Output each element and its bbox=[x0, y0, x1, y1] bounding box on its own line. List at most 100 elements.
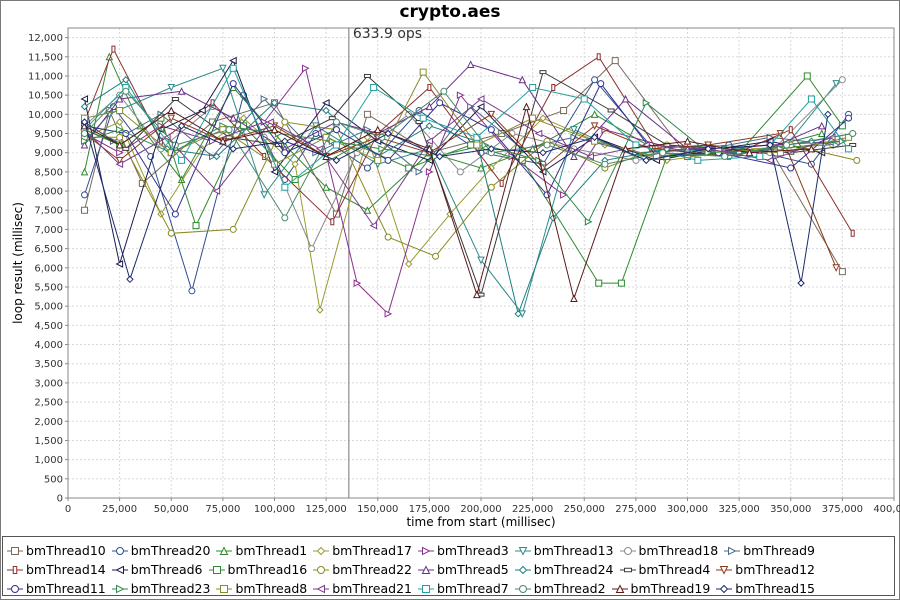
data-point bbox=[270, 99, 279, 107]
data-point bbox=[596, 53, 601, 61]
data-point bbox=[322, 183, 330, 191]
data-point bbox=[328, 116, 336, 121]
data-point bbox=[487, 183, 495, 191]
data-point bbox=[590, 110, 599, 118]
data-point bbox=[560, 106, 568, 114]
y-tick-label: 3,000 bbox=[34, 378, 63, 389]
legend-label: bmThread7 bbox=[436, 581, 509, 596]
data-point bbox=[425, 137, 433, 145]
data-point bbox=[832, 80, 840, 88]
x-tick-label: 325,000 bbox=[718, 504, 759, 515]
data-point bbox=[167, 229, 175, 237]
data-point bbox=[115, 160, 124, 169]
data-point bbox=[788, 126, 793, 134]
data-point bbox=[436, 99, 444, 107]
data-point bbox=[817, 121, 826, 130]
legend-label: bmThread19 bbox=[630, 581, 711, 596]
legend-item: bmThread8 bbox=[216, 579, 307, 598]
data-point bbox=[115, 140, 124, 149]
data-point bbox=[308, 245, 316, 253]
legend-swatch-icon bbox=[7, 584, 23, 593]
data-point bbox=[570, 152, 578, 161]
x-tick-label: 375,000 bbox=[822, 504, 863, 515]
data-point bbox=[607, 108, 615, 113]
legend-item: bmThread14 bbox=[7, 560, 106, 579]
data-point bbox=[845, 145, 853, 153]
data-point bbox=[316, 306, 324, 314]
legend-item: bmThread23 bbox=[111, 579, 210, 598]
x-tick-label: 50,000 bbox=[154, 504, 189, 515]
data-point bbox=[229, 64, 237, 72]
data-point bbox=[270, 168, 278, 176]
y-tick-label: 9,500 bbox=[34, 129, 63, 140]
data-point bbox=[281, 214, 289, 222]
data-point bbox=[363, 206, 372, 214]
data-point bbox=[225, 126, 233, 134]
data-point bbox=[456, 91, 465, 99]
legend-item: bmThread18 bbox=[619, 541, 718, 560]
data-point bbox=[384, 156, 392, 164]
data-point bbox=[543, 141, 551, 149]
legend-item: bmThread17 bbox=[313, 541, 412, 560]
legend-label: bmThread12 bbox=[735, 562, 816, 577]
data-point bbox=[817, 129, 826, 138]
data-point bbox=[787, 164, 795, 172]
data-point bbox=[432, 252, 440, 260]
data-point bbox=[487, 145, 496, 153]
legend-label: bmThread4 bbox=[638, 562, 711, 577]
data-point bbox=[405, 260, 413, 268]
x-tick-label: 100,000 bbox=[254, 504, 295, 515]
data-point bbox=[807, 95, 815, 103]
data-point bbox=[659, 149, 667, 157]
legend-swatch-icon bbox=[111, 584, 128, 593]
data-point bbox=[419, 68, 427, 76]
data-point bbox=[850, 229, 855, 237]
data-point bbox=[80, 102, 89, 111]
data-point bbox=[621, 94, 630, 103]
data-point bbox=[363, 73, 371, 78]
data-point bbox=[188, 287, 196, 295]
legend-item: bmThread6 bbox=[111, 560, 203, 579]
legend-swatch-icon bbox=[313, 584, 330, 593]
data-point bbox=[425, 122, 434, 130]
data-point bbox=[632, 156, 640, 164]
data-point bbox=[476, 102, 485, 111]
legend-label: bmThread24 bbox=[533, 562, 614, 577]
data-point bbox=[476, 95, 485, 103]
y-tick-label: 6,000 bbox=[34, 263, 63, 274]
data-point bbox=[425, 168, 434, 176]
x-tick-label: 300,000 bbox=[667, 504, 708, 515]
data-point bbox=[219, 64, 227, 73]
data-point bbox=[466, 60, 475, 68]
y-tick-label: 6,500 bbox=[34, 244, 63, 255]
legend-label: bmThread21 bbox=[332, 581, 412, 596]
data-point bbox=[849, 143, 857, 148]
data-point bbox=[570, 294, 578, 302]
legend-label: bmThread2 bbox=[533, 581, 606, 596]
data-point bbox=[590, 133, 599, 142]
data-point bbox=[369, 221, 378, 230]
data-point bbox=[384, 233, 392, 241]
x-tick-label: 75,000 bbox=[205, 504, 240, 515]
data-point bbox=[229, 145, 237, 153]
x-tick-label: 150,000 bbox=[357, 504, 398, 515]
data-point bbox=[378, 145, 386, 153]
x-tick-label: 350,000 bbox=[770, 504, 811, 515]
data-point bbox=[797, 279, 805, 287]
data-point bbox=[853, 156, 861, 164]
data-point bbox=[81, 191, 89, 199]
legend-swatch-icon bbox=[611, 583, 628, 593]
y-tick-label: 5,500 bbox=[34, 282, 63, 293]
data-point bbox=[281, 149, 289, 157]
data-point bbox=[508, 130, 516, 138]
data-point bbox=[419, 114, 427, 122]
legend-swatch-icon bbox=[111, 565, 128, 574]
y-tick-label: 5,000 bbox=[34, 302, 63, 313]
data-point bbox=[617, 279, 625, 287]
data-point bbox=[363, 110, 371, 118]
legend-label: bmThread1 bbox=[235, 543, 308, 558]
y-tick-label: 1,000 bbox=[34, 455, 63, 466]
x-tick-label: 225,000 bbox=[512, 504, 553, 515]
marker-label: 633.9 ops bbox=[353, 26, 422, 42]
legend-swatch-icon bbox=[7, 565, 23, 574]
